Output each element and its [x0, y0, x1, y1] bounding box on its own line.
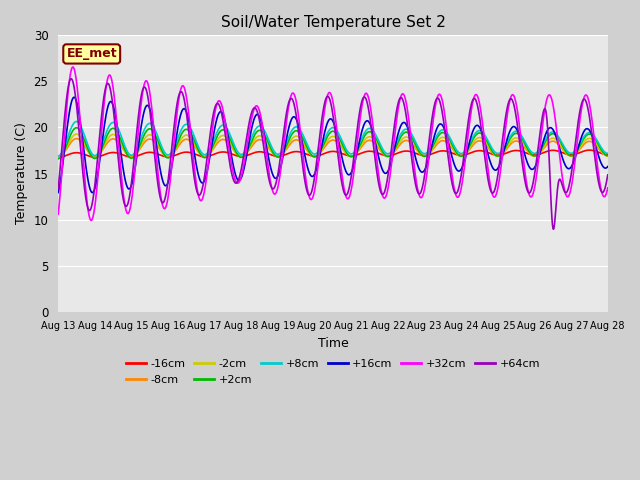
- +32cm: [208, 130, 216, 136]
- Line: +16cm: +16cm: [58, 97, 608, 192]
- Line: -8cm: -8cm: [58, 139, 608, 157]
- Line: -16cm: -16cm: [58, 150, 608, 157]
- +16cm: [493, 167, 501, 172]
- +16cm: [571, 156, 579, 161]
- +32cm: [571, 159, 579, 165]
- -16cm: [349, 153, 356, 159]
- +16cm: [349, 165, 357, 170]
- -2cm: [556, 141, 563, 146]
- Title: Soil/Water Temperature Set 2: Soil/Water Temperature Set 2: [221, 15, 445, 30]
- +2cm: [54, 156, 62, 162]
- Text: EE_met: EE_met: [67, 48, 117, 60]
- -8cm: [493, 153, 500, 159]
- -2cm: [361, 137, 369, 143]
- +64cm: [550, 227, 557, 232]
- -16cm: [207, 152, 215, 158]
- Legend: -16cm, -8cm, -2cm, +2cm, +8cm, +16cm, +32cm, +64cm: -16cm, -8cm, -2cm, +2cm, +8cm, +16cm, +3…: [121, 355, 545, 389]
- +16cm: [362, 120, 369, 125]
- +16cm: [556, 145, 563, 151]
- X-axis label: Time: Time: [317, 337, 348, 350]
- +2cm: [493, 153, 500, 159]
- +8cm: [54, 153, 62, 159]
- +16cm: [604, 164, 612, 169]
- Line: -2cm: -2cm: [58, 134, 608, 158]
- +2cm: [556, 137, 563, 143]
- -2cm: [493, 153, 500, 159]
- +64cm: [54, 186, 62, 192]
- -16cm: [586, 147, 593, 153]
- +16cm: [208, 142, 216, 147]
- +2cm: [571, 151, 579, 156]
- +64cm: [493, 179, 500, 184]
- Line: +64cm: +64cm: [58, 79, 608, 229]
- -2cm: [349, 153, 356, 159]
- +2cm: [73, 125, 81, 131]
- -16cm: [556, 149, 563, 155]
- +32cm: [54, 211, 62, 217]
- +8cm: [493, 150, 500, 156]
- -2cm: [604, 153, 612, 159]
- +8cm: [208, 143, 216, 148]
- Line: +8cm: +8cm: [58, 121, 608, 156]
- +8cm: [571, 149, 579, 155]
- -16cm: [493, 152, 500, 158]
- +64cm: [361, 94, 369, 100]
- -16cm: [361, 149, 369, 155]
- +64cm: [67, 76, 75, 82]
- -8cm: [361, 140, 369, 145]
- +16cm: [88, 190, 96, 195]
- -2cm: [73, 131, 81, 137]
- +8cm: [361, 129, 369, 135]
- +2cm: [604, 153, 612, 158]
- -8cm: [571, 152, 579, 157]
- +2cm: [361, 132, 369, 138]
- +32cm: [349, 175, 357, 180]
- +2cm: [349, 153, 356, 159]
- -16cm: [54, 155, 62, 160]
- -16cm: [604, 152, 612, 157]
- +64cm: [349, 161, 356, 167]
- -8cm: [604, 153, 612, 159]
- -8cm: [54, 154, 62, 160]
- -8cm: [208, 148, 216, 154]
- +64cm: [556, 176, 563, 182]
- -8cm: [556, 143, 563, 148]
- -8cm: [73, 136, 81, 142]
- +64cm: [571, 144, 579, 150]
- -8cm: [349, 153, 356, 159]
- -2cm: [571, 152, 579, 157]
- +32cm: [604, 185, 612, 191]
- +32cm: [69, 64, 77, 70]
- +64cm: [208, 121, 216, 127]
- Line: +2cm: +2cm: [58, 128, 608, 159]
- Y-axis label: Temperature (C): Temperature (C): [15, 122, 28, 225]
- +32cm: [362, 91, 369, 97]
- +32cm: [493, 189, 501, 195]
- +32cm: [88, 217, 95, 223]
- +16cm: [54, 190, 62, 195]
- -2cm: [208, 147, 216, 153]
- Line: +32cm: +32cm: [58, 67, 608, 220]
- +8cm: [73, 119, 81, 124]
- -2cm: [54, 155, 62, 161]
- +8cm: [349, 151, 356, 156]
- +8cm: [556, 135, 563, 141]
- +32cm: [556, 153, 563, 159]
- +64cm: [604, 172, 612, 178]
- +16cm: [70, 95, 78, 100]
- -16cm: [571, 152, 579, 157]
- +2cm: [208, 146, 216, 152]
- +8cm: [604, 150, 612, 156]
